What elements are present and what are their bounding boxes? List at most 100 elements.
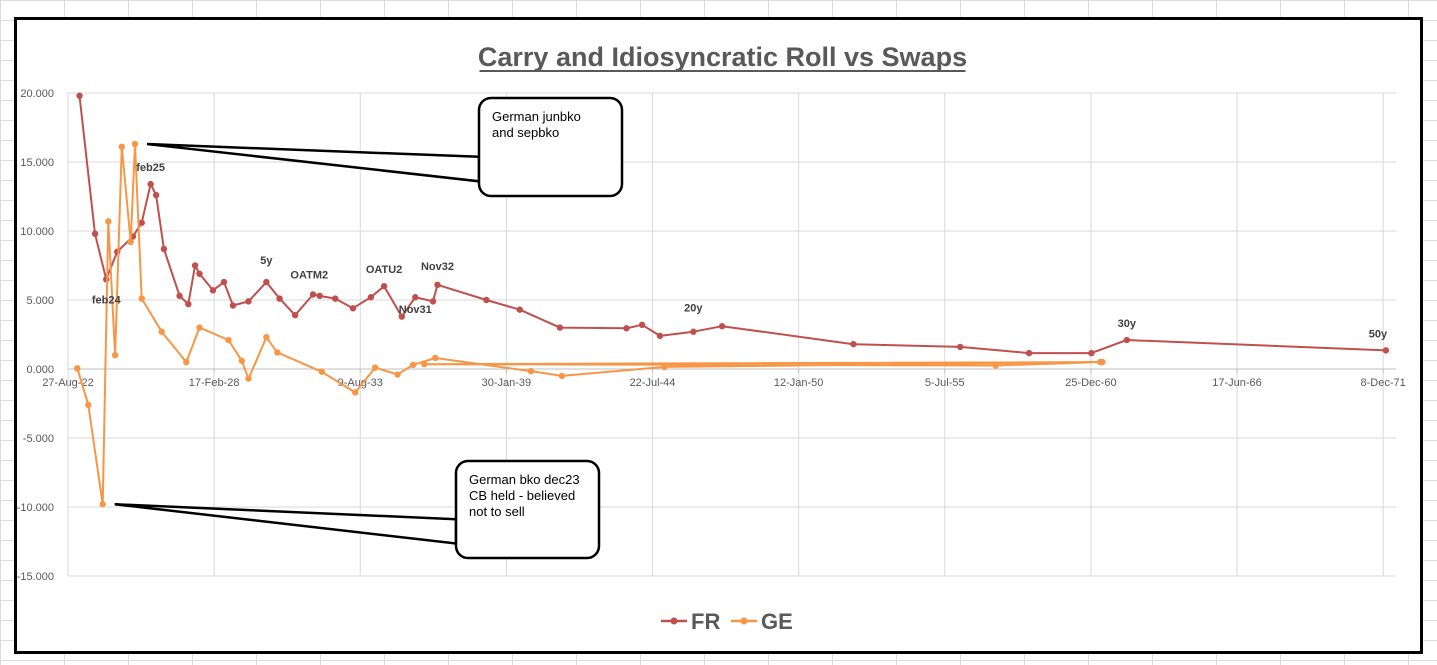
data-point-ge — [183, 358, 190, 366]
point-label: feb25 — [136, 162, 165, 174]
data-point-fr — [429, 298, 437, 305]
y-tick-label: 15.000 — [20, 157, 54, 169]
data-point-ge — [274, 349, 281, 356]
data-point-fr — [147, 180, 154, 188]
data-point-ge — [409, 361, 417, 369]
x-tick-label: 8-Dec-71 — [1361, 377, 1406, 389]
legend: FR GE — [661, 609, 793, 634]
data-point-ge — [225, 336, 232, 344]
data-point-ge — [196, 324, 203, 331]
data-point-fr — [209, 287, 217, 294]
data-point-fr — [656, 332, 664, 340]
point-label: OATU2 — [366, 264, 402, 276]
data-point-fr — [434, 281, 441, 289]
data-point-fr — [276, 295, 283, 302]
data-point-fr — [309, 291, 317, 298]
y-tick-label: 20.000 — [20, 88, 54, 100]
data-point-fr — [291, 311, 299, 319]
data-point-fr — [91, 230, 99, 237]
callout-text-line: CB held - believed — [469, 488, 575, 503]
callout-text-line: not to sell — [469, 504, 525, 519]
point-label: 50y — [1369, 328, 1388, 340]
data-point-fr — [638, 321, 646, 329]
data-point-fr — [483, 296, 490, 304]
callout-text-line: and sepbko — [492, 125, 559, 140]
series-line-fr — [78, 95, 1386, 355]
data-point-fr — [398, 313, 406, 320]
chart-title: Carry and Idiosyncratic Roll vs Swaps — [478, 42, 967, 72]
series-line-ge — [76, 143, 1103, 506]
chart-svg: 20.000 15.000 10.000 5.000 0.000 -5.000 -10.00… — [17, 42, 1406, 634]
data-point-fr — [138, 219, 145, 226]
data-point-ge — [127, 238, 134, 246]
callout-seam — [480, 155, 487, 183]
data-point-fr — [176, 292, 183, 300]
point-label: Nov32 — [421, 261, 454, 273]
data-point-ge — [111, 352, 119, 359]
series-layer — [74, 92, 1390, 508]
callout-pointer — [146, 142, 481, 183]
data-point-fr — [1025, 349, 1033, 357]
data-point-fr — [1123, 336, 1131, 344]
data-point-ge — [661, 363, 668, 371]
data-point-ge — [992, 362, 999, 369]
data-point-fr — [1382, 347, 1390, 354]
data-point-ge — [1099, 358, 1106, 366]
point-label: 5y — [260, 255, 273, 267]
data-point-fr — [367, 294, 375, 301]
y-tick-label: -10.000 — [17, 502, 54, 514]
data-point-fr — [850, 340, 857, 348]
axes: 20.000 15.000 10.000 5.000 0.000 -5.000 -10.00… — [17, 88, 1406, 583]
data-point-fr — [220, 278, 228, 286]
callout-box — [454, 459, 601, 560]
point-label: feb24 — [92, 294, 122, 306]
data-point-fr — [76, 92, 83, 99]
legend-swatch-marker — [740, 617, 748, 625]
callout-text-line: German bko dec23 — [469, 472, 580, 487]
data-point-fr — [332, 295, 339, 302]
x-tick-label: 17-Feb-28 — [189, 377, 240, 389]
data-point-ge — [558, 372, 566, 380]
data-point-ge — [99, 501, 106, 508]
data-point-fr — [718, 323, 726, 330]
chart-frame: 20.000 15.000 10.000 5.000 0.000 -5.000 -10.00… — [14, 17, 1423, 654]
y-tick-label: -5.000 — [23, 433, 54, 445]
callout-seam — [457, 518, 464, 545]
legend-label: GE — [761, 609, 793, 634]
data-point-ge — [432, 354, 439, 362]
legend-swatch-marker — [670, 617, 678, 625]
data-point-fr — [556, 324, 564, 331]
legend-label: FR — [691, 609, 720, 634]
data-point-ge — [74, 365, 81, 372]
data-point-fr — [191, 262, 199, 269]
data-point-ge — [131, 140, 139, 148]
data-point-ge — [138, 295, 145, 302]
data-point-fr — [229, 302, 237, 309]
y-tick-label: -15.000 — [17, 571, 54, 583]
x-tick-label: 22-Jul-44 — [630, 377, 676, 389]
data-point-fr — [196, 270, 203, 277]
data-point-ge — [118, 143, 125, 151]
data-point-fr — [956, 343, 964, 351]
callout-pointer — [114, 502, 458, 545]
data-point-fr — [245, 298, 252, 305]
x-tick-label: 25-Dec-60 — [1065, 377, 1116, 389]
callout-text-line: German junbko — [492, 109, 581, 124]
data-point-fr — [316, 292, 323, 300]
y-tick-label: 0.000 — [26, 364, 54, 376]
x-tick-label: 17-Jun-66 — [1212, 377, 1262, 389]
point-label: 30y — [1118, 318, 1137, 330]
data-point-fr — [349, 305, 357, 312]
data-point-ge — [85, 401, 92, 409]
data-point-fr — [690, 328, 697, 335]
data-point-fr — [160, 245, 168, 253]
data-point-ge — [527, 367, 535, 375]
data-point-fr — [152, 191, 160, 199]
data-point-fr — [1088, 349, 1095, 357]
x-tick-label: 12-Jan-50 — [774, 377, 824, 389]
data-point-fr — [516, 306, 523, 313]
point-label: 20y — [684, 303, 703, 315]
y-tick-label: 5.000 — [26, 295, 54, 307]
